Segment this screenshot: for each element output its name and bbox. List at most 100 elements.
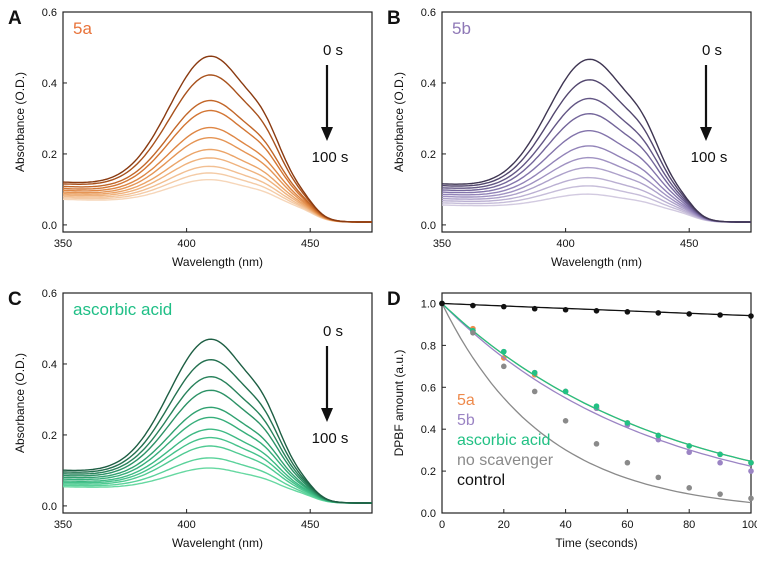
data-point-no-scavenger: [686, 485, 692, 491]
time-start-label: 0 s: [323, 42, 343, 59]
data-point-no-scavenger: [624, 459, 631, 466]
data-point-control: [531, 305, 538, 312]
x-tick-label: 350: [54, 238, 72, 250]
data-point-no-scavenger: [655, 474, 662, 481]
fit-line-5b: [441, 303, 752, 467]
data-point-ascorbic-acid: [686, 443, 692, 449]
time-end-label: 100 s: [312, 430, 349, 447]
data-point-no-scavenger: [717, 491, 723, 497]
data-point-ascorbic-acid: [748, 459, 754, 466]
y-tick-label: 0.4: [42, 359, 57, 371]
time-start-label: 0 s: [702, 42, 722, 59]
fit-line-no-scavenger: [441, 303, 752, 504]
y-tick-label: 0.6: [42, 288, 57, 300]
y-tick-label: 0.6: [421, 7, 436, 19]
legend-entry: 5a: [457, 392, 475, 409]
panel-b: 350 400 450 0.0 0.2 0.4 0.6 Wavelength (nm) Abso…: [387, 7, 752, 269]
y-tick-label: 0.4: [421, 78, 436, 90]
panel-letter: C: [8, 289, 22, 310]
panel-d: 0 20 40 60 80 100 0.0 0.2 0.4 0.6 0.8 1.0 Time (seco…: [387, 289, 757, 550]
y-tick-label: 0.0: [421, 220, 436, 232]
y-tick-label: 0.0: [42, 220, 57, 232]
time-end-label: 100 s: [312, 149, 349, 166]
data-point-5b: [717, 459, 723, 466]
data-point-control: [439, 300, 445, 307]
spectrum-line-80s: [62, 165, 372, 223]
spectrum-line-60s: [441, 156, 751, 223]
data-point-5b: [748, 468, 754, 474]
x-tick-label: 40: [559, 519, 571, 531]
x-axis-label: Wavelength (nm): [551, 255, 642, 269]
spectrum-line-80s: [441, 176, 751, 223]
data-point-control: [501, 303, 507, 310]
x-tick-label: 400: [177, 238, 195, 250]
legend-entry: 5b: [457, 412, 475, 429]
x-tick-label: 400: [556, 238, 574, 250]
sample-label: ascorbic acid: [73, 300, 172, 319]
x-tick-label: 80: [683, 519, 695, 531]
data-point-no-scavenger: [470, 330, 476, 336]
y-tick-label: 0.2: [42, 430, 57, 442]
x-tick-label: 450: [301, 238, 319, 250]
x-tick-label: 450: [301, 519, 319, 531]
legend-entry: no scavenger: [457, 452, 554, 469]
data-point-control: [624, 309, 631, 315]
x-tick-label: 350: [433, 238, 451, 250]
plot-frame: [441, 11, 752, 233]
x-tick-label: 100: [742, 519, 757, 531]
data-point-ascorbic-acid: [562, 388, 569, 395]
legend-entry: ascorbic acid: [457, 432, 550, 449]
y-tick-label: 0.4: [421, 424, 436, 436]
y-tick-label: 0.8: [421, 340, 436, 352]
data-point-no-scavenger: [501, 363, 507, 370]
spectrum-line-40s: [63, 406, 372, 504]
spectrum-line-0s: [441, 58, 751, 223]
panel-letter: D: [387, 289, 401, 310]
spectrum-line-80s: [62, 445, 372, 504]
panel-a: 350 400 450 0.0 0.2 0.4 0.6 Wavelength (nm) Abso…: [8, 7, 373, 269]
data-point-control: [748, 313, 754, 319]
sample-label: 5a: [73, 19, 92, 38]
data-point-ascorbic-acid: [531, 369, 538, 376]
x-tick-label: 60: [621, 519, 633, 531]
x-axis-label: Wavelenght (nm): [172, 536, 263, 550]
time-end-label: 100 s: [691, 149, 728, 166]
y-tick-label: 0.6: [42, 7, 57, 19]
x-tick-label: 450: [680, 238, 698, 250]
x-tick-label: 400: [177, 519, 195, 531]
time-arrow-head: [700, 127, 712, 141]
y-tick-label: 0.2: [421, 466, 436, 478]
data-point-no-scavenger: [562, 418, 569, 424]
spectrum-line-40s: [441, 130, 752, 223]
data-point-5b: [686, 449, 692, 456]
plot-frame: [441, 292, 752, 514]
x-tick-label: 20: [498, 519, 510, 531]
y-tick-label: 0.0: [421, 508, 436, 520]
time-arrow-head: [321, 127, 333, 141]
data-point-ascorbic-acid: [655, 432, 662, 439]
spectrum-line-0s: [62, 55, 372, 223]
plot-frame: [62, 11, 373, 233]
x-axis-label: Wavelength (nm): [172, 255, 263, 269]
data-point-control: [593, 308, 600, 314]
panel-c: 350 400 450 0.0 0.2 0.4 0.6 Wavelenght (nm) Abso…: [8, 288, 373, 550]
data-point-control: [655, 310, 662, 316]
data-point-no-scavenger: [593, 441, 600, 447]
data-point-control: [470, 302, 476, 309]
y-tick-label: 0.2: [421, 149, 436, 161]
time-start-label: 0 s: [323, 323, 343, 340]
data-point-ascorbic-acid: [624, 420, 631, 426]
y-axis-label: Absorbance (O.D.): [13, 353, 27, 453]
y-axis-label: Absorbance (O.D.): [13, 72, 27, 172]
data-point-ascorbic-acid: [593, 403, 600, 409]
panel-letter: A: [8, 8, 22, 29]
y-axis-label: DPBF amount (a.u.): [392, 350, 406, 457]
data-point-ascorbic-acid: [717, 451, 723, 458]
data-point-control: [717, 312, 723, 318]
spectrum-line-40s: [62, 126, 373, 223]
fit-line-ascorbic-acid: [441, 303, 752, 462]
legend-entry: control: [457, 472, 505, 489]
x-tick-label: 350: [54, 519, 72, 531]
spectrum-line-0s: [63, 338, 373, 504]
x-axis-label: Time (seconds): [555, 536, 637, 550]
